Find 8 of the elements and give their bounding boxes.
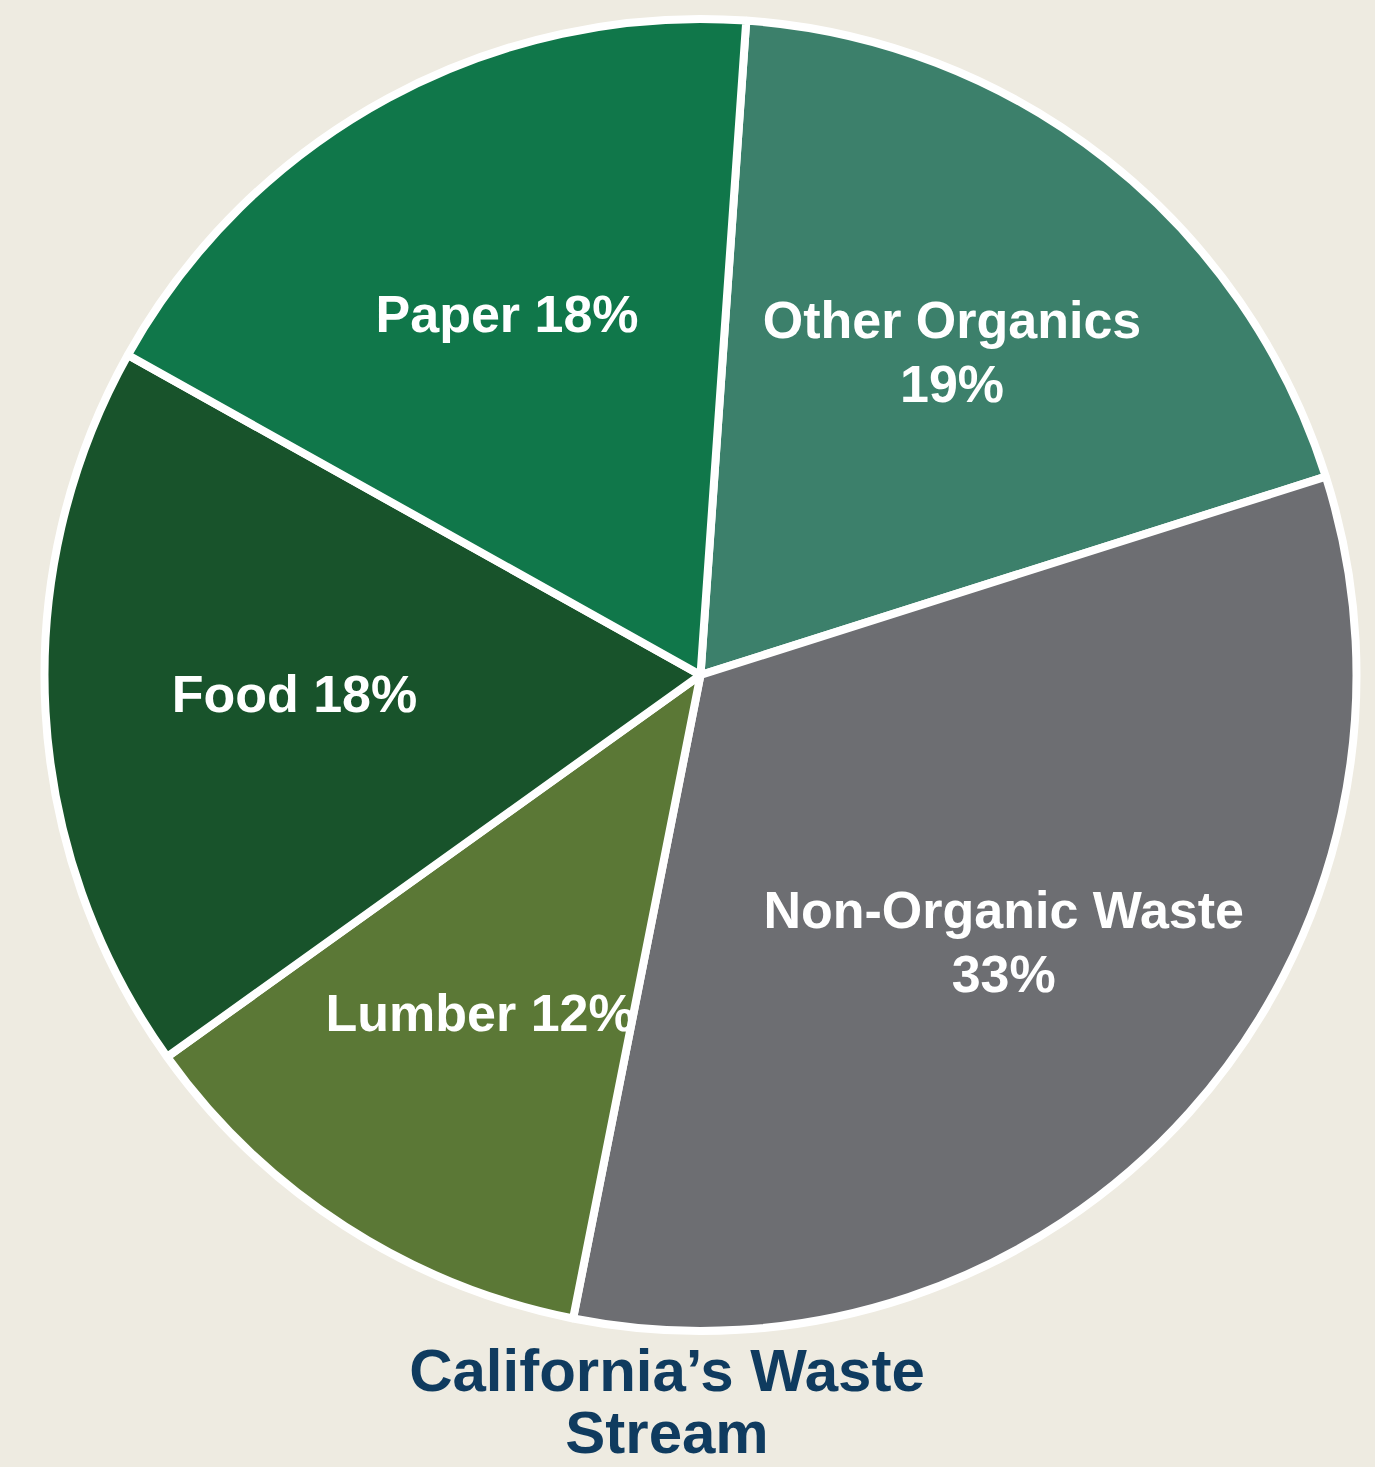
data-label: 19% xyxy=(899,354,1005,413)
data-label: 33% xyxy=(951,945,1056,1004)
slice-label: Paper 18% xyxy=(375,284,639,343)
slice-label: Food 18% xyxy=(171,665,418,724)
slice-label: Other Organics xyxy=(762,290,1142,349)
text: California’s Waste Stream xyxy=(408,1337,926,1466)
slice-label: Non-Organic Waste xyxy=(763,881,1244,940)
slice-label: Lumber 12% xyxy=(325,984,635,1043)
